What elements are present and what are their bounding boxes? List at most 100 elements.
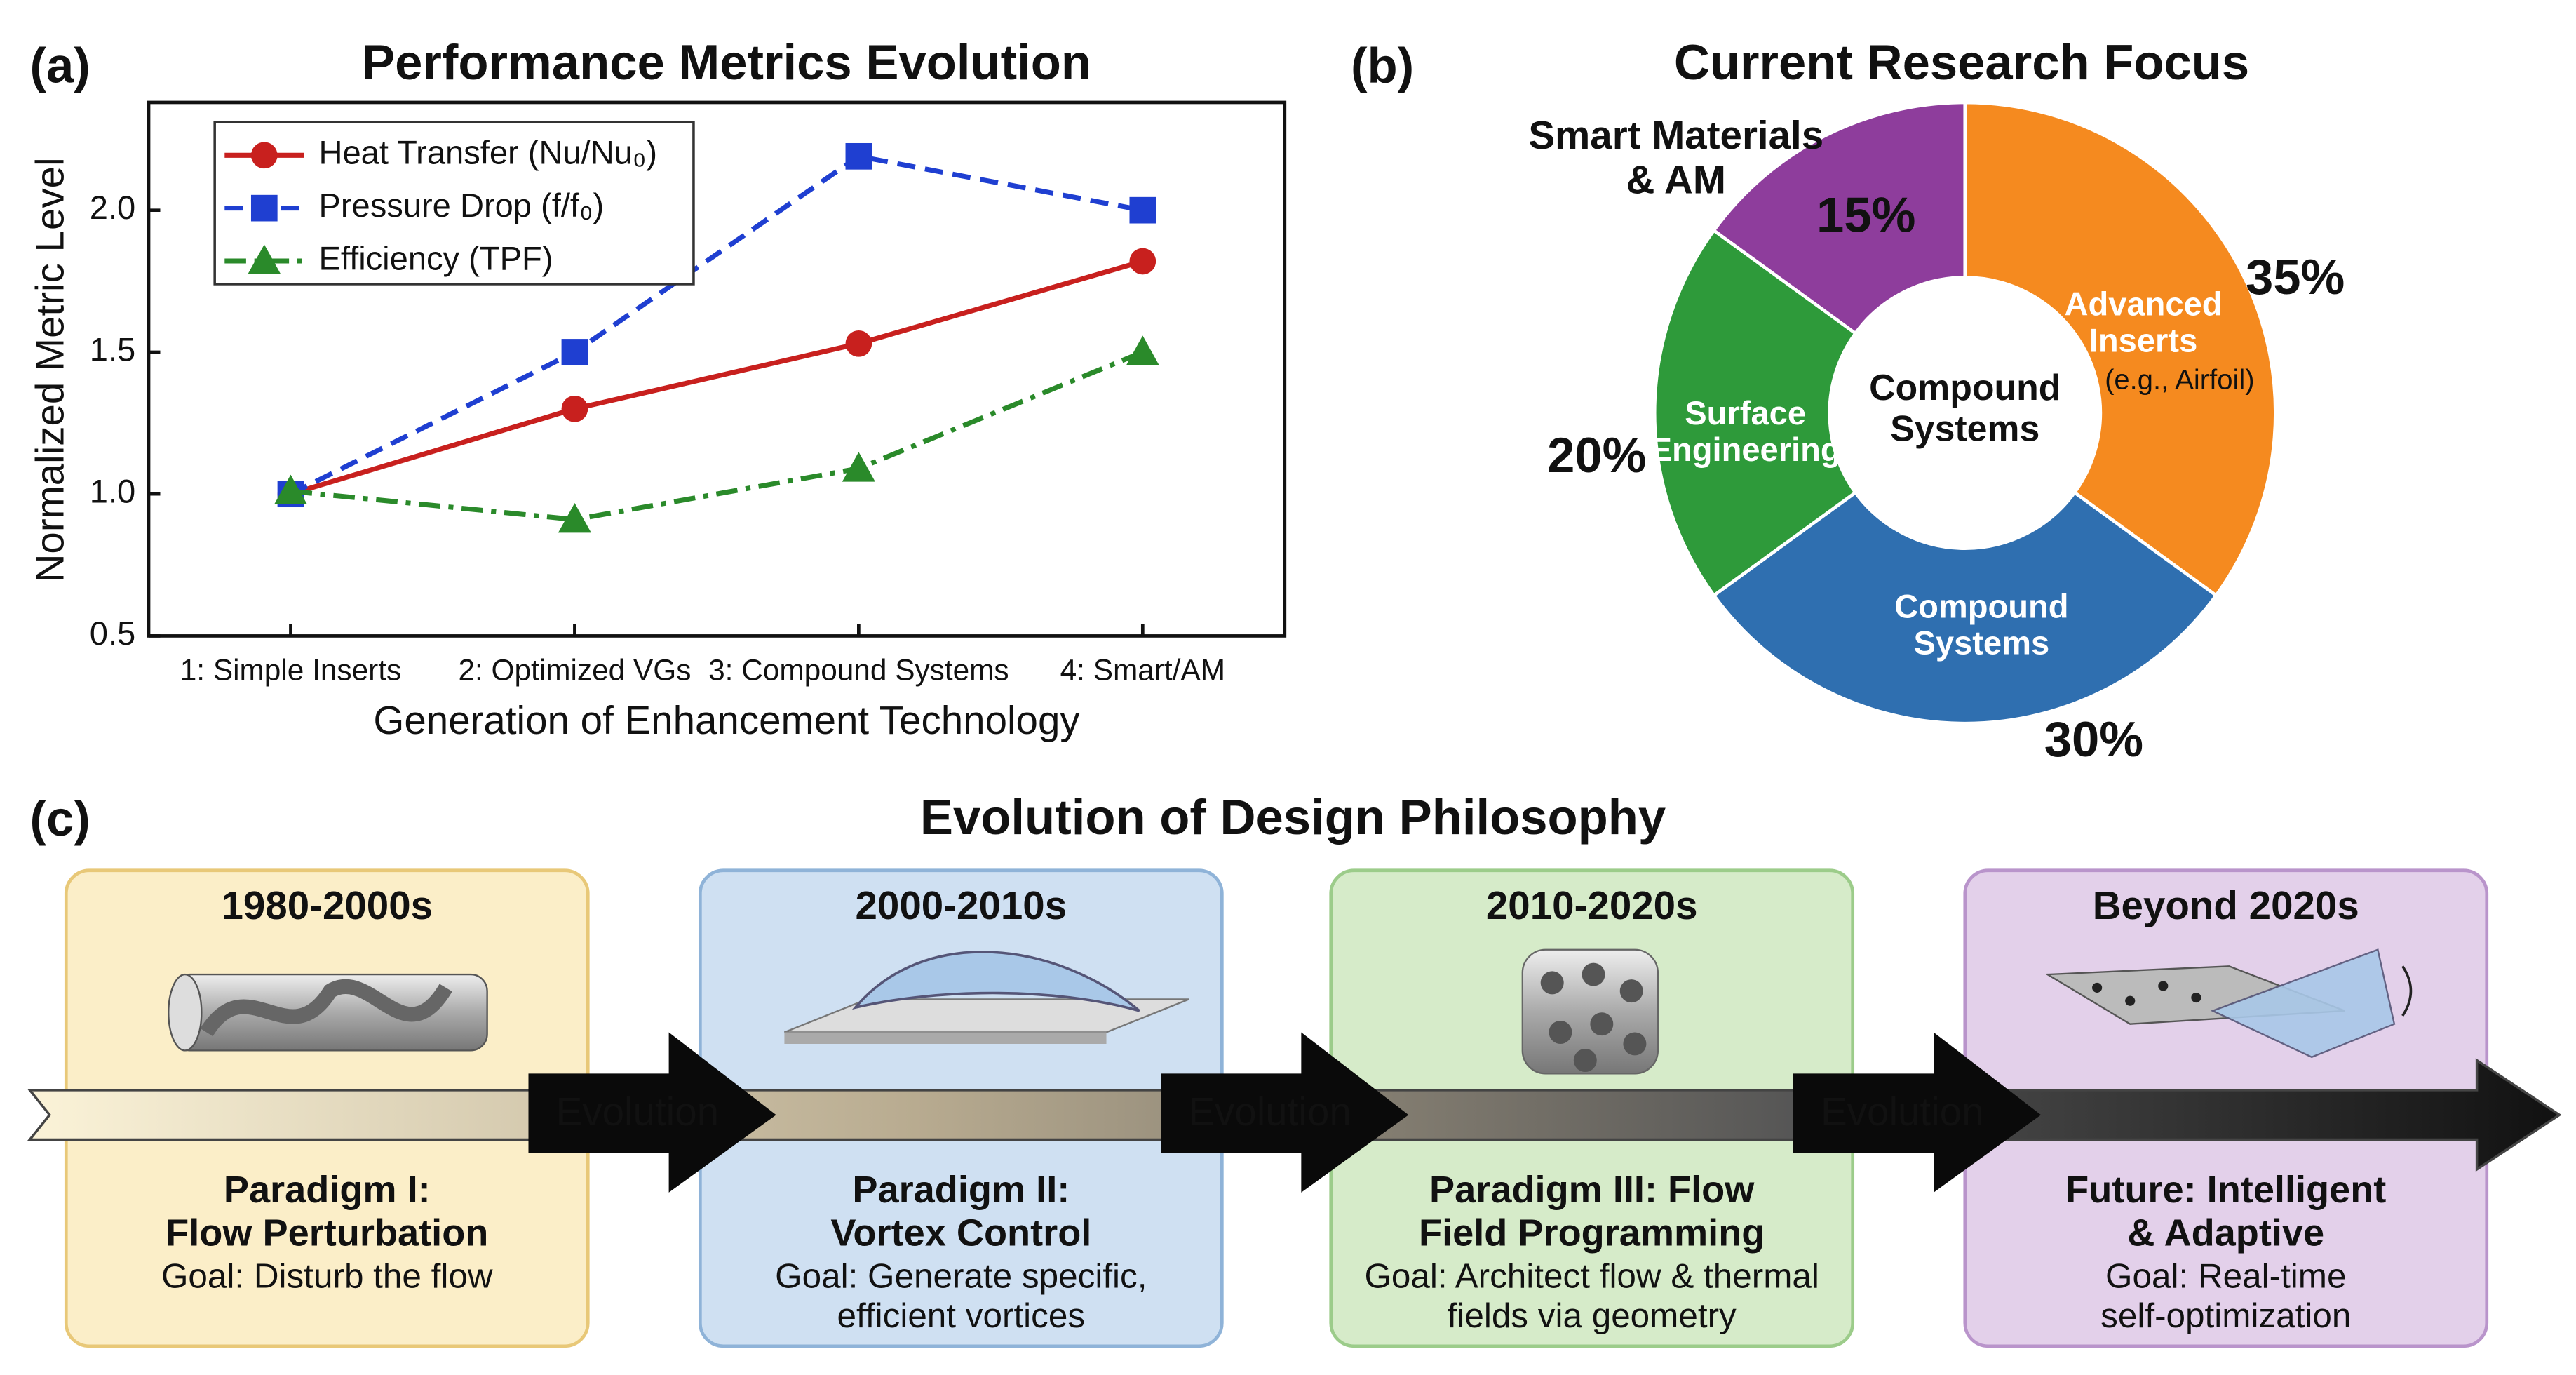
legend-marker bbox=[248, 244, 281, 274]
category-label: Smart Materials & AM bbox=[1528, 115, 1824, 203]
y-tick-label: 2.0 bbox=[90, 189, 135, 226]
stage-title: Paradigm III: Flow bbox=[1429, 1169, 1755, 1211]
category-label-box: Surface Engineering bbox=[1650, 396, 1841, 470]
tube-end bbox=[168, 973, 203, 1052]
tube-illustration bbox=[168, 973, 488, 1052]
legend-label: Heat Transfer (Nu/Nu₀) bbox=[318, 134, 657, 171]
pore bbox=[1623, 1032, 1647, 1056]
stage-goal: Goal: Disturb the flow bbox=[161, 1256, 493, 1295]
marker bbox=[845, 142, 872, 170]
category-label: Advanced Inserts bbox=[2064, 287, 2223, 361]
stage-title: Flow Perturbation bbox=[166, 1212, 488, 1254]
stage-period: 1980-2000s bbox=[221, 883, 433, 927]
evolution-arrow bbox=[1161, 1032, 1409, 1193]
dot bbox=[2191, 992, 2201, 1003]
marker bbox=[842, 452, 875, 482]
stage-period: 2010-2020s bbox=[1486, 883, 1698, 927]
series-line bbox=[290, 349, 1144, 523]
chart-title: Current Research Focus bbox=[1674, 34, 2249, 90]
category-label-box: Advanced Inserts bbox=[2064, 287, 2223, 361]
twisted-tape bbox=[200, 979, 452, 1037]
x-axis-label: Generation of Enhancement Technology bbox=[373, 698, 1080, 742]
lattice-illustration bbox=[1521, 948, 1659, 1075]
fin-flap bbox=[2210, 948, 2396, 1059]
pore bbox=[1590, 1012, 1614, 1036]
category-label-box: Compound Systems bbox=[1894, 589, 2069, 664]
wing-illustration bbox=[783, 951, 1189, 1044]
y-axis-label: Normalized Metric Level bbox=[27, 157, 72, 582]
marker bbox=[1129, 196, 1156, 224]
section-title: Evolution of Design Philosophy bbox=[920, 789, 1666, 845]
marker bbox=[274, 474, 308, 504]
series-line bbox=[290, 259, 1144, 497]
panel-label: (c) bbox=[29, 791, 90, 846]
dot bbox=[2125, 995, 2136, 1006]
y-tick-label: 1.0 bbox=[90, 473, 135, 510]
legend-marker bbox=[250, 194, 278, 222]
chart-title: Performance Metrics Evolution bbox=[362, 34, 1091, 90]
marker bbox=[561, 395, 588, 422]
marker bbox=[845, 330, 872, 357]
motion-arrow bbox=[2401, 965, 2413, 1017]
stage-title: Vortex Control bbox=[830, 1212, 1091, 1254]
x-tick-label: 1: Simple Inserts bbox=[180, 653, 401, 686]
y-tick-label: 0.5 bbox=[90, 615, 135, 652]
donut-segment bbox=[1963, 100, 2277, 598]
legend-label: Pressure Drop (f/f₀) bbox=[318, 187, 604, 224]
stage-goal: Goal: Generate specific, bbox=[775, 1256, 1147, 1295]
legend-marker bbox=[250, 142, 278, 169]
y-tick-label: 1.5 bbox=[90, 330, 135, 368]
stage-goal: fields via geometry bbox=[1448, 1296, 1737, 1335]
stage-period: Beyond 2020s bbox=[2093, 883, 2359, 927]
legend bbox=[213, 121, 695, 286]
legend-label: Efficiency (TPF) bbox=[318, 239, 553, 276]
stage-title: Paradigm II: bbox=[852, 1169, 1070, 1211]
x-tick-label: 4: Smart/AM bbox=[1060, 653, 1225, 686]
evolution-label: Evolution bbox=[556, 1089, 719, 1134]
stage-title: Field Programming bbox=[1419, 1212, 1765, 1254]
stage-goal: self-optimization bbox=[2100, 1296, 2351, 1335]
pore bbox=[1619, 979, 1643, 1003]
wing bbox=[851, 951, 1140, 1012]
plate-edge bbox=[784, 1032, 1107, 1044]
pore bbox=[1582, 962, 1605, 986]
stage-goal: Goal: Architect flow & thermal bbox=[1364, 1256, 1819, 1295]
evolution-arrow bbox=[528, 1032, 776, 1193]
plot-frame bbox=[147, 100, 1287, 638]
dot bbox=[2092, 982, 2103, 993]
stage-goal: efficient vortices bbox=[837, 1296, 1086, 1335]
category-label-box: Smart Materials & AM bbox=[1528, 115, 1824, 203]
dot bbox=[2158, 981, 2169, 991]
evolution-arrow bbox=[1793, 1032, 2042, 1193]
category-label: Surface Engineering bbox=[1650, 396, 1841, 470]
center-label-box: Compound Systems bbox=[1869, 368, 2061, 449]
donut-segment bbox=[1711, 490, 2219, 725]
annotation: (e.g., Airfoil) bbox=[2105, 364, 2254, 395]
panel-label: (b) bbox=[1351, 38, 1414, 93]
marker bbox=[1126, 335, 1159, 365]
marker bbox=[1129, 248, 1156, 275]
pore bbox=[1573, 1049, 1597, 1072]
pore bbox=[1549, 1020, 1572, 1044]
stage-goal: Goal: Real-time bbox=[2105, 1256, 2346, 1295]
x-tick-label: 2: Optimized VGs bbox=[458, 653, 691, 686]
marker bbox=[558, 503, 591, 533]
evolution-label: Evolution bbox=[1821, 1089, 1983, 1134]
stage-title: Future: Intelligent bbox=[2065, 1169, 2386, 1211]
value-label: 30% bbox=[2044, 711, 2143, 767]
center-label: Compound Systems bbox=[1869, 368, 2061, 449]
pore bbox=[1540, 971, 1564, 995]
panel-label: (a) bbox=[29, 38, 90, 93]
x-tick-label: 3: Compound Systems bbox=[708, 653, 1009, 686]
value-label: 35% bbox=[2246, 249, 2345, 304]
donut-segment bbox=[1652, 228, 1858, 598]
stage-title: Paradigm I: bbox=[224, 1169, 431, 1211]
value-label: 20% bbox=[1547, 427, 1646, 483]
stage-title: & Adaptive bbox=[2127, 1212, 2324, 1254]
category-label: Compound Systems bbox=[1894, 589, 2069, 664]
series-line bbox=[289, 154, 1143, 497]
donut-segment bbox=[1711, 100, 1967, 336]
value-label: 15% bbox=[1816, 187, 1915, 242]
stage-period: 2000-2010s bbox=[856, 883, 1067, 927]
